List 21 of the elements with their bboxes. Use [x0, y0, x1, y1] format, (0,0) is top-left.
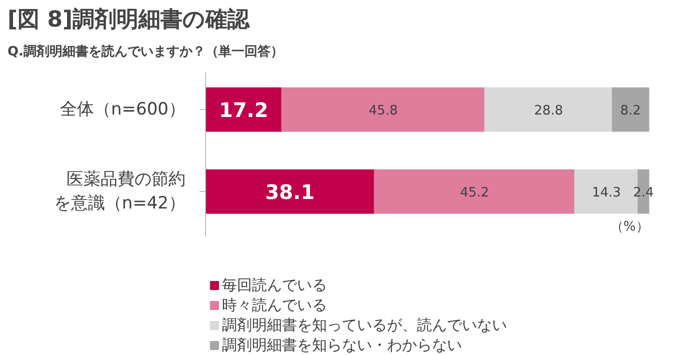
data-label: 45.2 [460, 186, 490, 201]
data-label: 28.8 [534, 104, 564, 119]
annotation: （%） [610, 220, 649, 235]
bar [612, 87, 650, 132]
data-label: 8.2 [620, 104, 641, 119]
chart-subtitle: Q.調剤明細書を読んでいますか？（単一回答） [8, 44, 284, 60]
bar [484, 87, 613, 132]
data-label: 14.3 [592, 186, 621, 201]
y-tick-label: 医薬品費の節約を意識（n=42） [54, 170, 186, 214]
y-tick-label: 全体（n=600） [60, 100, 186, 120]
data-label: 38.1 [265, 180, 315, 204]
legend-label: 調剤明細書を知っているが、読んでいない [222, 315, 507, 335]
legend-label: 時々読んでいる [222, 295, 327, 315]
legend-label: 毎回読んでいる [222, 275, 327, 295]
data-label: 45.8 [368, 104, 398, 119]
bar [281, 87, 486, 132]
data-label: 17.2 [218, 98, 268, 122]
bar [206, 169, 375, 214]
chart-title: [図 8]調剤明細書の確認 [8, 6, 251, 32]
bar [374, 169, 576, 214]
legend-label: 調剤明細書を知らない・わからない [222, 335, 462, 355]
